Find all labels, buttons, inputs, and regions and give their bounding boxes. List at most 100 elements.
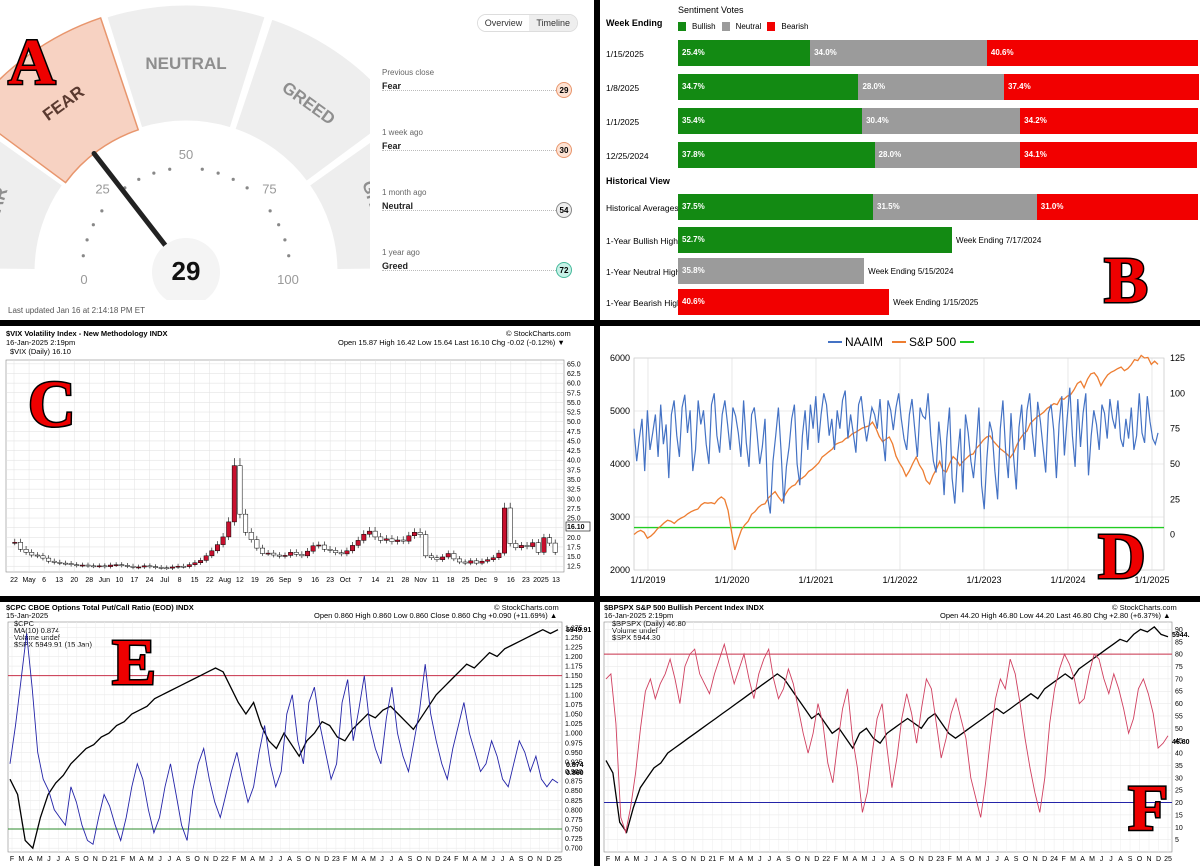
gauge-needle	[91, 150, 172, 253]
vix-candle	[214, 544, 220, 552]
vix-candle	[434, 557, 440, 560]
naaim-chart: NAAIM S&P 500 2000 3000 4000 5000 6000 0 25 50 7…	[610, 335, 1185, 595]
bpspx-x-tick: A	[966, 856, 971, 863]
vix-y-tick: 62.5	[567, 371, 581, 378]
naaim-x-tick: 1/1/2019	[630, 575, 665, 585]
tab-overview[interactable]: Overview	[477, 15, 530, 31]
vix-candle	[333, 550, 339, 553]
vix-candle	[389, 538, 395, 542]
vix-candle	[91, 565, 97, 568]
vix-candle	[46, 557, 52, 562]
vix-x-tick: May	[22, 577, 36, 584]
cpc-spx-tag: 5949.91	[566, 627, 591, 634]
naaim-right-tick: 125	[1170, 353, 1185, 363]
vix-candle	[552, 542, 558, 553]
naaim-legend: NAAIM S&P 500	[828, 335, 974, 349]
cpc-x-tick: A	[361, 856, 366, 863]
naaim-right-tick: 75	[1170, 424, 1180, 434]
panel-letter-d: D	[1098, 520, 1146, 593]
vix-x-tick: Dec	[474, 577, 487, 584]
bpspx-y-tick: 55	[1175, 713, 1183, 720]
sp500-series-line	[633, 354, 1159, 551]
cpc-x-tick: J	[279, 856, 283, 863]
vix-candle	[372, 530, 378, 538]
history-caption: 1 year ago	[382, 248, 420, 257]
bpspx-x-tick: O	[1023, 856, 1029, 863]
cpc-x-tick: 22	[221, 856, 229, 863]
vix-y-tick: 17.5	[567, 544, 581, 551]
cpc-y-tick: 1.100	[565, 692, 583, 699]
vix-candle	[383, 538, 389, 541]
tab-timeline[interactable]: Timeline	[529, 15, 577, 31]
cpc-x-tick: F	[121, 856, 125, 863]
vix-candle	[316, 544, 322, 547]
bpspx-x-tick: 21	[709, 856, 717, 863]
gauge-scale-label: 0	[80, 272, 87, 287]
vix-y-tick: 20.0	[567, 535, 581, 542]
vix-candle	[96, 565, 102, 568]
bpspx-x-tick: A	[1118, 856, 1123, 863]
bpspx-x-tick: M	[747, 856, 753, 863]
cpc-x-tick: S	[519, 856, 524, 863]
cpc-y-tick: 0.700	[565, 846, 583, 853]
vix-x-tick: 24	[146, 577, 154, 584]
sentiment-row-label: Historical Averages	[606, 203, 679, 213]
cpc-x-tick: M	[240, 856, 246, 863]
cpc-x-tick: M	[37, 856, 43, 863]
vix-x-tick: 7	[358, 577, 362, 584]
vix-candle	[479, 560, 485, 564]
gauge-tick-dot	[100, 209, 104, 213]
cpc-x-tick: O	[528, 856, 534, 863]
gauge-tick-dot	[91, 223, 95, 227]
bpspx-date: 16-Jan-2025 2:19pm	[604, 611, 673, 620]
vix-candle	[473, 560, 479, 564]
vix-candle	[524, 545, 530, 547]
cpc-y-tick: 1.150	[565, 673, 583, 680]
panel-letter-f: F	[1128, 772, 1168, 845]
cpc-x-tick: A	[398, 856, 403, 863]
vix-candle	[74, 564, 80, 566]
gauge-tick-dot	[231, 177, 235, 181]
vix-candle	[124, 565, 130, 567]
bpspx-x-tick: M	[728, 856, 734, 863]
vix-candle	[440, 556, 446, 560]
cpc-x-tick: J	[501, 856, 505, 863]
vix-candle	[299, 554, 305, 557]
history-label: Greed	[382, 261, 409, 271]
bpspx-last-tag: 46.80	[1172, 739, 1190, 746]
vix-candle	[457, 558, 462, 563]
cpc-y-tick: 0.950	[565, 750, 583, 757]
cpc-x-tick: J	[158, 856, 162, 863]
bpspx-x-tick: 25	[1164, 856, 1172, 863]
cpc-x-tick: D	[546, 856, 551, 863]
history-week-ago: 1 week ago Fear 30	[382, 128, 572, 158]
vix-candle	[40, 555, 46, 559]
bpspx-x-tick: D	[1156, 856, 1161, 863]
bpspx-x-tick: D	[928, 856, 933, 863]
dotted-leader	[382, 270, 558, 271]
cpc-x-tick: A	[509, 856, 514, 863]
vix-y-tick: 47.5	[567, 429, 581, 436]
naaim-series-line	[633, 387, 1159, 514]
vix-x-tick: 21	[386, 577, 394, 584]
gauge-tick-dot	[245, 186, 249, 190]
vix-x-tick: Aug	[219, 577, 232, 584]
vix-x-tick: 26	[266, 577, 274, 584]
bpspx-x-tick: F	[1061, 856, 1065, 863]
sentiment-row-label: 1/15/2025	[606, 49, 644, 59]
cpc-ma-tag: 0.874	[566, 762, 584, 769]
naaim-right-tick: 25	[1170, 494, 1180, 504]
vix-candle	[119, 564, 125, 566]
bpspx-x-tick: F	[720, 856, 724, 863]
vix-candle	[350, 545, 356, 552]
gauge-tick-dot	[268, 209, 272, 213]
cpc-spx-line	[9, 628, 559, 850]
cpc-x-tick: F	[232, 856, 236, 863]
cpc-source: © StockCharts.com	[494, 603, 559, 612]
cpc-x-tick: M	[351, 856, 357, 863]
cpc-y-tick: 1.200	[565, 654, 583, 661]
vix-x-tick: 17	[131, 577, 139, 584]
cpc-x-tick: O	[305, 856, 311, 863]
naaim-left-tick: 6000	[610, 353, 630, 363]
vix-candle	[530, 542, 536, 547]
